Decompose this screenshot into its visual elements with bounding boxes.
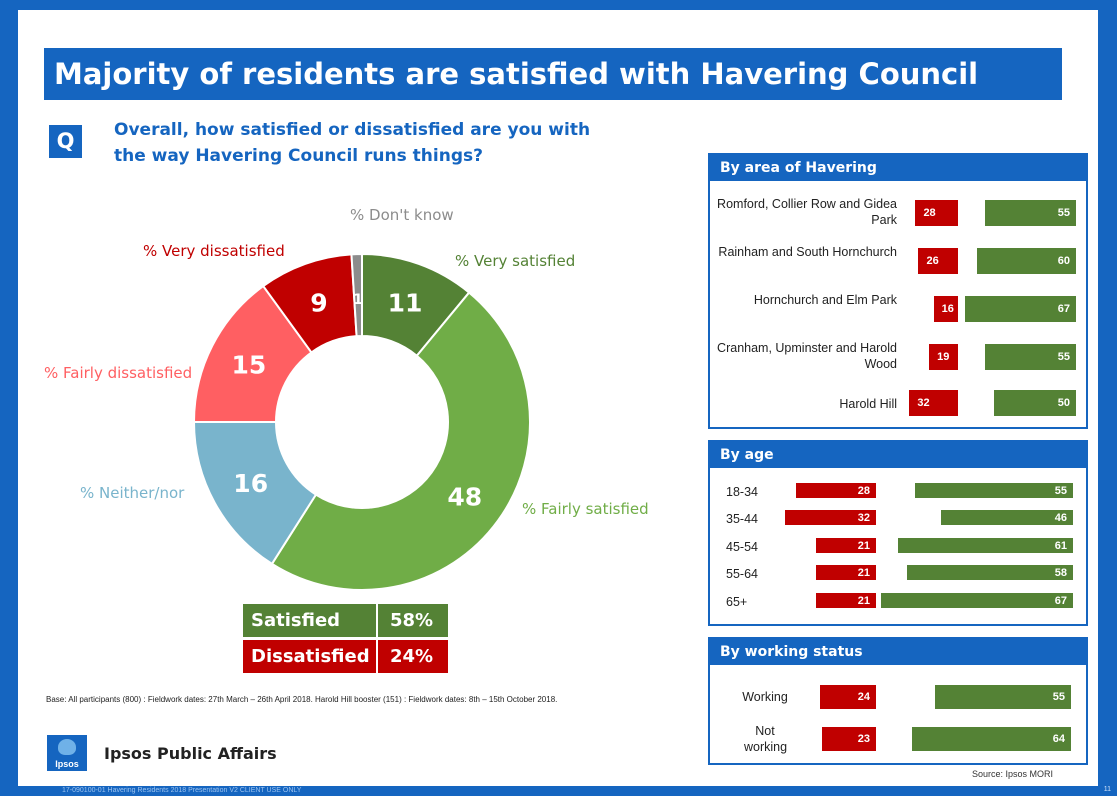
area-label: Cranham, Upminster and Harold Wood: [717, 341, 897, 371]
org-name: Ipsos Public Affairs: [104, 744, 277, 763]
bar-dissatisfied: 24: [819, 685, 876, 709]
base-note: Base: All participants (800) : Fieldwork…: [46, 695, 558, 704]
area-label: Hornchurch and Elm Park: [753, 293, 897, 307]
page-number: 11: [1103, 786, 1111, 793]
age-label: 18-34: [726, 485, 758, 499]
area-label: Rainham and South Hornchurch: [718, 245, 897, 259]
logo-text: Ipsos: [55, 759, 79, 769]
bar-satisfied: 58: [906, 565, 1073, 580]
summary-dissatisfied: Dissatisfied 24%: [243, 640, 448, 673]
age-label: 65+: [726, 595, 748, 609]
age-label: 45-54: [726, 540, 758, 554]
donut-value-fairly-dissatisfied: 15: [231, 350, 266, 379]
logo-leaf-icon: [58, 739, 76, 755]
age-label: 35-44: [726, 512, 758, 526]
bar-dissatisfied: 28: [796, 483, 876, 498]
label-neither-nor: % Neither/nor: [80, 484, 185, 502]
donut-value-dont-know: 1: [353, 292, 363, 308]
question-text: Overall, how satisfied or dissatisfied a…: [114, 120, 591, 166]
donut-value-neither-nor: 16: [233, 469, 268, 498]
question-badge: Q: [49, 125, 82, 158]
bar-dissatisfied: 32: [784, 510, 876, 525]
bar-dissatisfied: 32: [909, 390, 958, 416]
summary-satisfied: Satisfied 58%: [243, 604, 448, 637]
bar-dissatisfied: 21: [816, 565, 876, 580]
bar-satisfied: 60: [977, 248, 1076, 274]
bar-satisfied: 55: [934, 685, 1071, 709]
bar-satisfied: 55: [985, 344, 1076, 370]
panel-by-area: By area of Havering: [708, 153, 1088, 429]
bar-dissatisfied: 26: [918, 248, 958, 274]
bar-satisfied: 64: [912, 727, 1071, 751]
summary-label: Satisfied: [251, 610, 341, 631]
bar-dissatisfied: 28: [915, 200, 958, 226]
summary-table: Satisfied 58% Dissatisfied 24%: [243, 604, 448, 676]
donut-value-very-satisfied: 11: [388, 289, 423, 318]
donut-slice-dont-know: [350, 252, 363, 338]
label-fairly-dissatisfied: % Fairly dissatisfied: [44, 364, 193, 382]
age-label: 55-64: [726, 567, 758, 581]
summary-label: Dissatisfied: [251, 646, 370, 667]
bar-satisfied: 55: [915, 483, 1073, 498]
footer-text: 17-090100-01 Havering Residents 2018 Pre…: [62, 787, 302, 794]
bar-satisfied: 61: [897, 538, 1073, 553]
area-label: Harold Hill: [839, 397, 897, 411]
summary-value: 58%: [376, 604, 448, 637]
panel-title: By age: [710, 442, 1086, 468]
bar-satisfied: 50: [993, 390, 1076, 416]
area-label: Romford, Collier Row and Gidea Park: [717, 197, 897, 227]
work-label: Not working: [744, 724, 788, 754]
bar-satisfied: 46: [940, 510, 1073, 525]
donut-slice-fairly-satisfied: [270, 291, 531, 591]
bar-dissatisfied: 21: [816, 538, 876, 553]
panel-title: By area of Havering: [710, 155, 1086, 181]
bar-dissatisfied: 16: [933, 296, 958, 322]
work-label: Working: [742, 690, 788, 704]
bar-dissatisfied: 23: [821, 727, 876, 751]
bar-satisfied: 67: [965, 296, 1076, 322]
summary-value: 24%: [376, 640, 448, 673]
bar-satisfied: 55: [985, 200, 1076, 226]
source-note: Source: Ipsos MORI: [972, 769, 1054, 779]
label-very-satisfied: % Very satisfied: [455, 252, 576, 270]
donut-value-very-dissatisfied: 9: [310, 289, 327, 318]
label-fairly-satisfied: % Fairly satisfied: [522, 500, 649, 518]
label-dont-know: % Don't know: [350, 206, 454, 224]
ipsos-logo: Ipsos: [47, 735, 87, 771]
panel-title: By working status: [710, 639, 1086, 665]
bar-dissatisfied: 19: [929, 344, 958, 370]
slide-title: Majority of residents are satisfied with…: [44, 48, 1062, 100]
bar-satisfied: 67: [880, 593, 1073, 608]
panel-by-working-status: By working status: [708, 637, 1088, 765]
bar-dissatisfied: 21: [816, 593, 876, 608]
label-very-dissatisfied: % Very dissatisfied: [143, 242, 285, 260]
donut-value-fairly-satisfied: 48: [447, 483, 482, 512]
